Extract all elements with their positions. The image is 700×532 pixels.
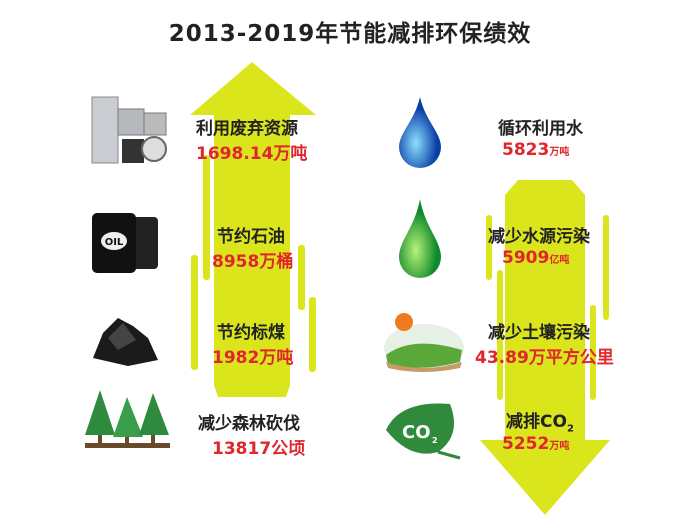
value-deforestation: 13817公顷: [212, 439, 306, 459]
svg-text:2: 2: [432, 436, 438, 445]
value-co2-reduction: 5252万吨: [502, 434, 570, 454]
svg-text:OIL: OIL: [105, 237, 124, 248]
label-deforestation: 减少森林砍伐: [198, 414, 300, 434]
forest-icon: [85, 390, 170, 448]
label-water-recycled: 循环利用水: [498, 119, 583, 139]
value-water-pollution: 5909亿吨: [502, 248, 570, 268]
down-arrow: [480, 180, 610, 515]
label-soil-pollution: 减少土壤污染: [488, 323, 590, 343]
label-waste-resources: 利用废弃资源: [196, 119, 298, 139]
value-soil-pollution: 43.89万平方公里: [475, 348, 614, 368]
coal-icon: [93, 318, 158, 366]
value-water-recycled: 5823万吨: [502, 140, 570, 160]
value-oil-saved: 8958万桶: [212, 252, 294, 272]
green-water-drop-icon: [399, 199, 441, 278]
oil-barrels-icon: OIL: [92, 213, 158, 273]
value-coal-saved: 1982万吨: [212, 348, 294, 368]
up-arrow: [190, 62, 316, 397]
farmland-icon: [384, 313, 464, 372]
co2-leaf-icon: CO 2: [386, 403, 461, 460]
label-coal-saved: 节约标煤: [217, 323, 285, 343]
svg-text:CO: CO: [402, 422, 431, 443]
label-co2-reduction: 减排CO2: [506, 412, 574, 435]
appliances-icon: [91, 96, 167, 164]
label-water-pollution: 减少水源污染: [488, 227, 590, 247]
label-oil-saved: 节约石油: [217, 227, 285, 247]
page-title: 2013-2019年节能减排环保绩效: [168, 21, 532, 47]
blue-water-drop-icon: [399, 97, 441, 168]
value-waste-resources: 1698.14万吨: [196, 144, 308, 164]
